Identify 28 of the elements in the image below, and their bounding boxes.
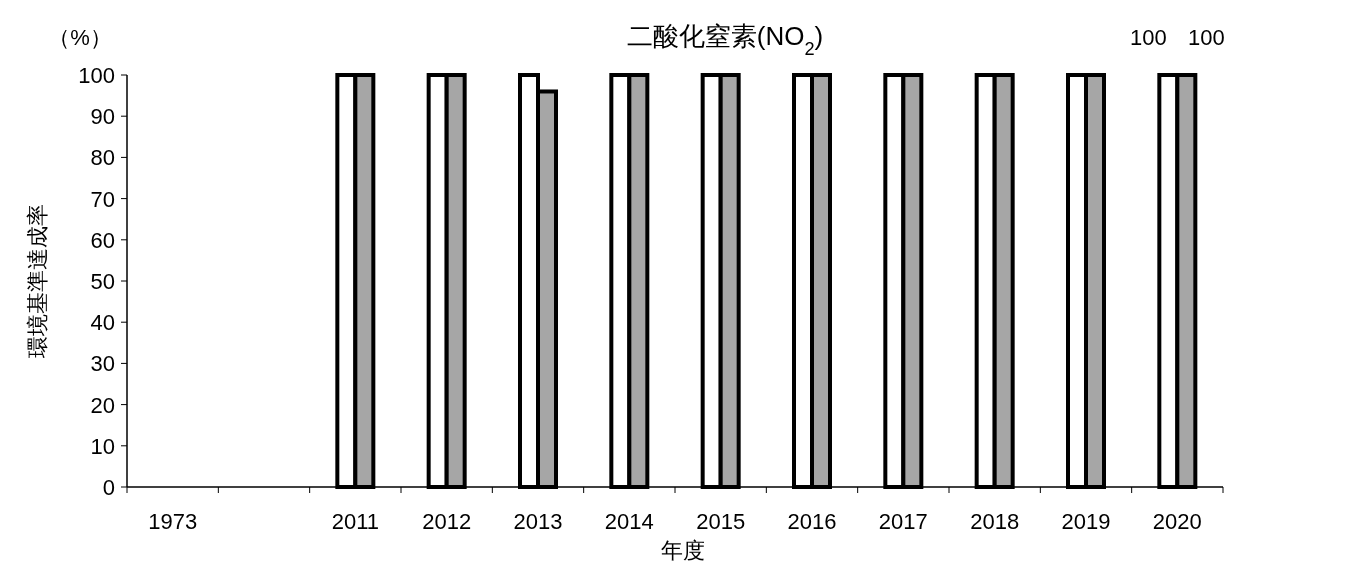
x-tick-label: 2011 <box>331 509 379 534</box>
y-tick-label: 50 <box>90 269 115 294</box>
y-tick-label: 40 <box>90 310 115 336</box>
y-tick-label: 20 <box>90 392 115 418</box>
y-axis-title: 環境基準達成率 <box>25 204 50 358</box>
y-tick-label: 0 <box>102 475 115 500</box>
y-tick-label: 80 <box>90 145 115 171</box>
y-tick-label: 60 <box>90 227 115 253</box>
y-tick-label: 100 <box>78 63 115 88</box>
y-tick-label: 90 <box>90 104 115 130</box>
y-tick-label: 30 <box>90 351 115 377</box>
x-tick-label: 1973 <box>148 509 198 534</box>
y-tick-label: 10 <box>90 433 115 459</box>
x-tick-label: 2013 <box>513 509 563 534</box>
x-tick-label: 2016 <box>787 509 837 534</box>
x-tick-label: 2014 <box>604 509 654 534</box>
data-label: 100 <box>1129 25 1167 50</box>
chart-title: 二酸化窒素(NO$_{2}$) <box>626 21 824 59</box>
y-tick-label: 70 <box>90 186 115 212</box>
x-tick-label: 2012 <box>422 509 472 534</box>
x-tick-label: 2020 <box>1152 509 1202 534</box>
x-tick-label: 2018 <box>970 509 1020 534</box>
x-axis-title: 年度 <box>661 538 705 563</box>
text: （%） <box>48 25 112 50</box>
x-tick-label: 2015 <box>696 509 746 534</box>
x-tick-label: 2017 <box>878 509 928 534</box>
data-label: 100 <box>1187 25 1225 50</box>
x-tick-label: 2019 <box>1061 509 1111 534</box>
